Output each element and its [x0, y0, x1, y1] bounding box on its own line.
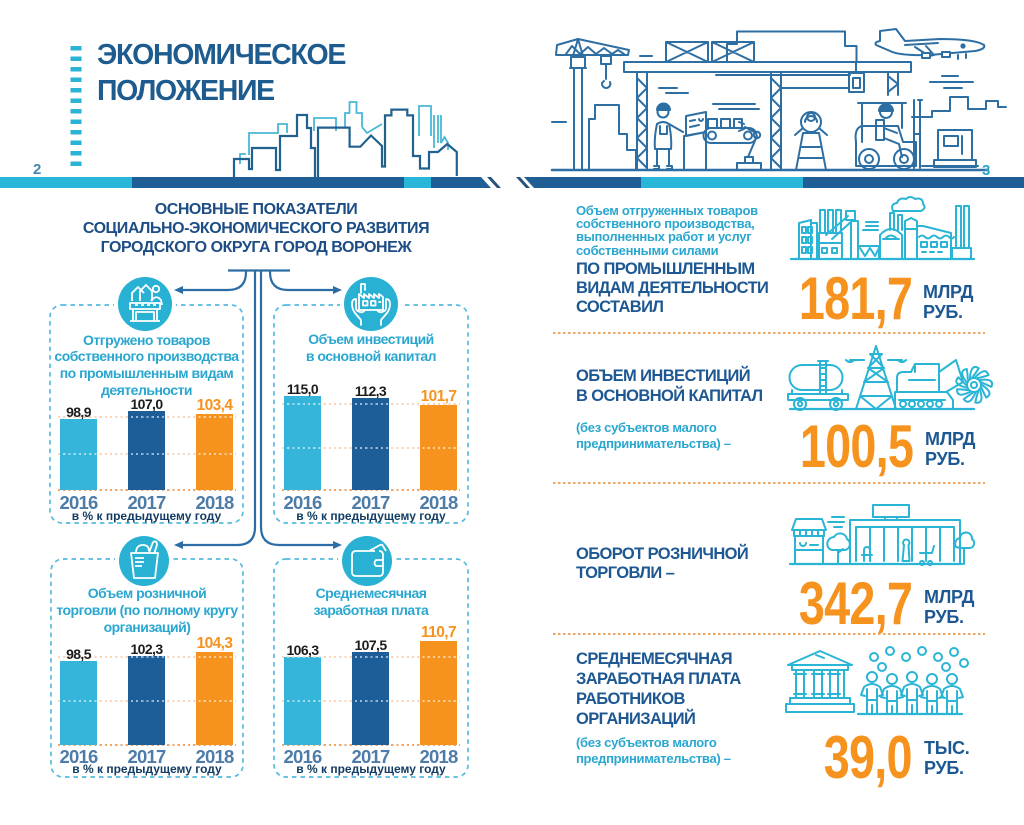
svg-text:2: 2	[33, 161, 41, 178]
svg-text:3: 3	[982, 162, 990, 179]
